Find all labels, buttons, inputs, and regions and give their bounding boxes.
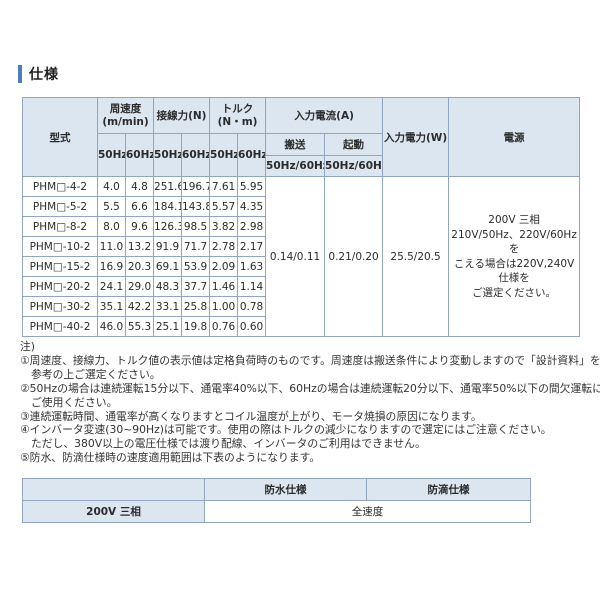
header-startup: 起動 [324, 133, 384, 156]
header-power-supply: 電源 [448, 97, 581, 177]
model-cell: PHM□-20-2 [22, 276, 98, 297]
note-1: ①周速度、接線力、トルク値の表示値は定格負荷時のものです。周速度は搬送条件により… [20, 353, 600, 367]
header-speed-60hz: 60Hz [124, 133, 155, 177]
conveyance-current-cell: 0.14/0.11 [265, 176, 326, 337]
model-cell: PHM□-15-2 [22, 256, 98, 277]
header-torque-60hz: 60Hz [237, 133, 267, 177]
note-1-cont: 参考の上ご選定ください。 [31, 367, 161, 381]
header-tangential-force: 接線力(N) [153, 97, 211, 134]
model-cell: PHM□-8-2 [22, 216, 98, 237]
header-speed: 周速度 (m/min) [96, 97, 155, 134]
section-title-text: 仕様 [29, 67, 59, 83]
input-power-cell: 25.5/20.5 [382, 176, 450, 337]
model-cell: PHM□-5-2 [22, 196, 98, 217]
header-force-60hz: 60Hz [181, 133, 211, 177]
range-header-waterproof: 防水仕様 [204, 478, 367, 501]
range-row-value: 全速度 [204, 500, 531, 523]
table-row: PHM□-15-2 16.9 20.3 69.1 53.9 2.09 1.63 [22, 256, 580, 277]
range-header-dripproof: 防滴仕様 [366, 478, 531, 501]
model-cell: PHM□-10-2 [22, 236, 98, 257]
note-2: ②50Hzの場合は連続運転15分以下、通電率40%以下、60Hzの場合は連続運転… [20, 381, 600, 395]
table-row: PHM□-40-2 46.0 55.3 25.1 19.8 0.76 0.60 [22, 316, 580, 337]
header-input-current: 入力電流(A) [265, 97, 384, 134]
note-3: ③連続運転時間、通電率が高くなりますとコイル温度が上がり、モータ焼損の原因になり… [20, 409, 482, 423]
model-cell: PHM□-4-2 [22, 176, 98, 197]
note-5: ⑤防水、防滴仕様時の速度適用範囲は下表のようになります。 [20, 451, 321, 465]
range-header-empty [22, 478, 205, 501]
notes-section: 注) ①周速度、接線力、トルク値の表示値は定格負荷時のものです。周速度は搬送条件… [20, 340, 600, 465]
speed-range-table: 防水仕様 防滴仕様 200V 三相 全速度 [22, 478, 531, 523]
header-input-power: 入力電力(W) [382, 97, 450, 177]
startup-current-cell: 0.21/0.20 [324, 176, 384, 337]
header-conveyance: 搬送 [265, 133, 326, 156]
spec-table: 型式 周速度 (m/min) 接線力(N) トルク (N・m) 入力電流(A) … [22, 97, 581, 337]
table-row: PHM□-5-2 5.5 6.6 184.1 143.8 5.57 4.35 [22, 196, 580, 217]
note-4-cont: ただし、380V以上の電圧仕様では渡り配線、インバータのご利用はできません。 [31, 437, 426, 451]
accent-bar [18, 65, 22, 83]
power-supply-cell: 200V 三相 210V/50Hz、220V/60Hzを こえる場合は220V,… [448, 176, 581, 337]
table-row: PHM□-10-2 11.0 13.2 91.9 71.7 2.78 2.17 [22, 236, 580, 257]
model-cell: PHM□-30-2 [22, 296, 98, 317]
header-torque: トルク (N・m) [209, 97, 267, 134]
note-4: ④インバータ変速(30~90Hz)は可能です。使用の際はトルクの減少になりますの… [20, 423, 552, 437]
header-model: 型式 [22, 97, 98, 177]
table-row: PHM□-4-2 4.0 4.8 251.6 196.7 7.61 5.95 0… [22, 176, 581, 337]
header-conveyance-hz: 50Hz/60Hz [265, 155, 326, 177]
range-row-label: 200V 三相 [22, 500, 205, 523]
model-cell: PHM□-40-2 [22, 316, 98, 337]
notes-heading: 注) [20, 340, 36, 353]
table-row: PHM□-8-2 8.0 9.6 126.3 98.5 3.82 2.98 [22, 216, 580, 237]
header-speed-50hz: 50Hz [97, 133, 126, 177]
table-row: PHM□-30-2 35.1 42.2 33.1 25.8 1.00 0.78 [22, 296, 580, 317]
note-2-cont: ご使用ください。 [31, 395, 118, 409]
header-startup-hz: 50Hz/60Hz [324, 155, 384, 177]
section-title: 仕様 [18, 64, 59, 84]
header-force-50hz: 50Hz [153, 133, 183, 177]
header-torque-50hz: 50Hz [209, 133, 239, 177]
